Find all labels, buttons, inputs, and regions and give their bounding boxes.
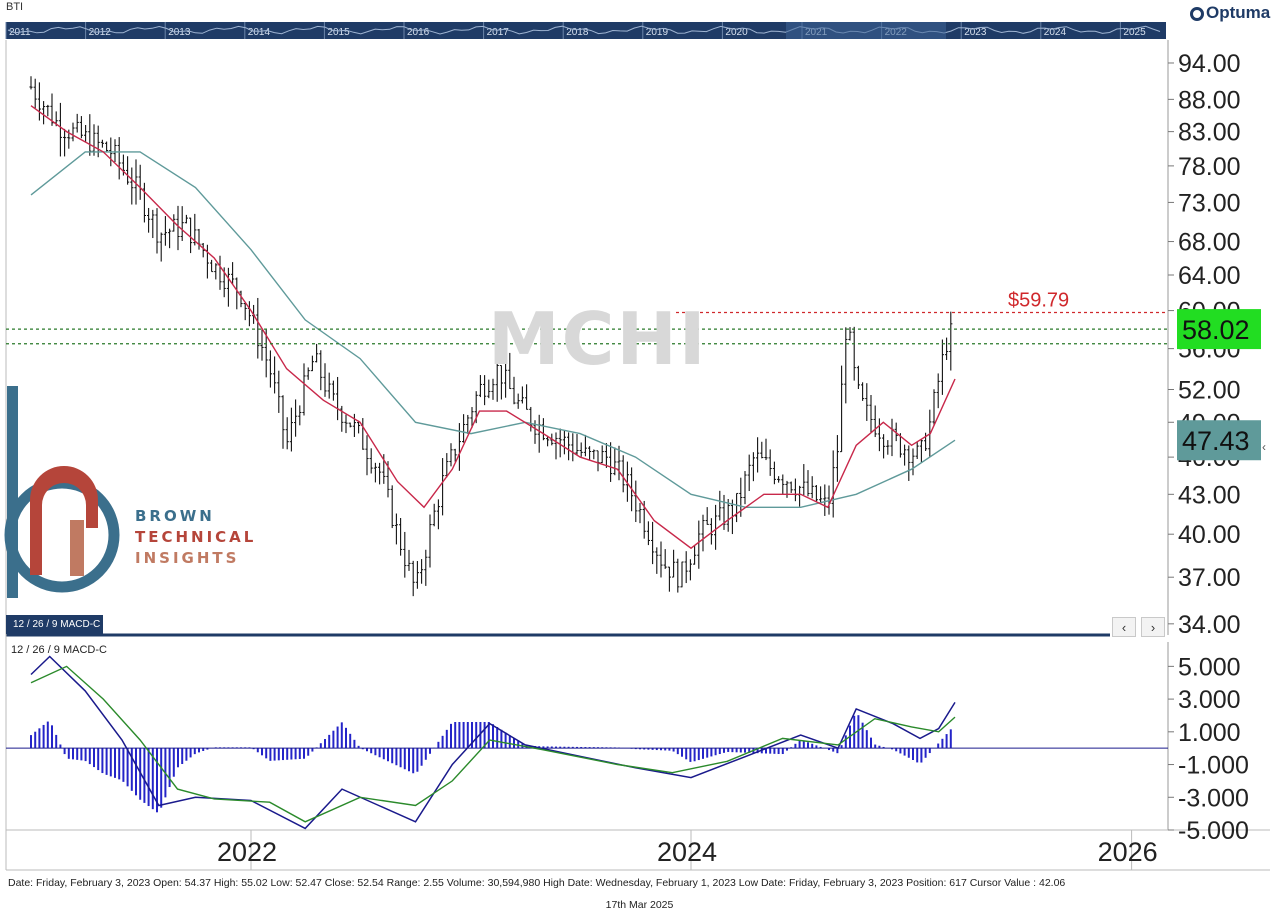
overview-window[interactable] [786,22,946,39]
overview-year-label: 2023 [964,27,987,38]
price-tick-label: 37.00 [1178,564,1241,592]
watermark: MCHI [488,297,708,381]
overview-year-label: 2016 [407,27,430,38]
macd-tab[interactable]: 12 / 26 / 9 MACD-C [6,615,103,634]
brand-logo-mark [4,386,120,598]
current-price-label: 58.02 [1182,315,1250,345]
optuma-logo-icon [1190,7,1204,21]
macd-histogram [30,715,952,813]
overview-year-label: 2024 [1044,27,1067,38]
macd-tick-label: -1.000 [1178,752,1249,780]
level-lines: $59.79 58.02 47.43 [6,290,1261,461]
overview-year-label: 2018 [566,27,589,38]
optuma-logo-text: Optuma [1206,3,1271,22]
brand-line-1: BROWN [135,507,215,525]
price-tick-label: 94.00 [1178,50,1241,78]
macd-tick-label: -3.000 [1178,784,1249,812]
overview-year-label: 2025 [1123,27,1146,38]
macd-tick-label: -5.000 [1178,817,1249,845]
overview-year-label: 2014 [248,27,271,38]
moving-average-label: 47.43 [1182,426,1250,456]
overview-year-label: 2020 [725,27,748,38]
target-level-label: $59.79 [1008,290,1069,312]
time-axis-label: 2024 [657,837,717,867]
macd-pane-label: 12 / 26 / 9 MACD-C [11,644,107,656]
overview-year-label: 2012 [89,27,112,38]
time-axis-label: 2026 [1098,837,1158,867]
scroll-left-button[interactable]: ‹ [1112,617,1136,637]
moving-average-box [1177,420,1261,461]
optuma-logo: Optuma [1190,3,1270,23]
price-tick-label: 88.00 [1178,86,1241,114]
axis-expand-icon[interactable]: ‹ [1262,440,1266,454]
price-tick-label: 78.00 [1178,153,1241,181]
overview-sparkline [7,25,1161,35]
status-bar: Date: Friday, February 3, 2023 Open: 54.… [8,877,1066,889]
macd-line [30,655,956,830]
macd-tick-label: 1.000 [1178,719,1241,747]
price-tick-label: 34.00 [1178,611,1241,639]
price-tick-label: 83.00 [1178,119,1241,147]
price-tick-label: 73.00 [1178,189,1241,217]
price-tick-label: 40.00 [1178,521,1241,549]
time-axis-label: 2022 [217,837,277,867]
time-axis-labels: 2022 2024 2026 [217,830,1158,870]
overview-year-label: 2017 [487,27,510,38]
overview-year-label: 2019 [646,27,669,38]
price-tick-label: 68.00 [1178,229,1241,257]
signal-line [30,665,956,823]
price-tick-label: 52.00 [1178,377,1241,405]
scroll-right-button[interactable]: › [1141,617,1165,637]
price-tick-label: 43.00 [1178,481,1241,509]
overview-year-label: 2013 [168,27,191,38]
brand-line-3: INSIGHTS [135,549,240,567]
fast-moving-average-line [30,105,956,550]
current-price-box [1177,309,1261,350]
symbol-label: BTI [6,1,24,13]
overview-year-label: 2015 [327,27,350,38]
macd-tick-label: 3.000 [1178,686,1241,714]
macd-tick-label: 5.000 [1178,653,1241,681]
price-tick-label: 64.00 [1178,262,1241,290]
macd-axis-ticks: 5.000 3.000 1.000 -1.000 -3.000 -5.000 [1168,653,1249,845]
footer-date: 17th Mar 2025 [605,899,674,911]
brand-line-2: TECHNICAL [135,528,257,546]
slow-moving-average-line [30,151,956,508]
